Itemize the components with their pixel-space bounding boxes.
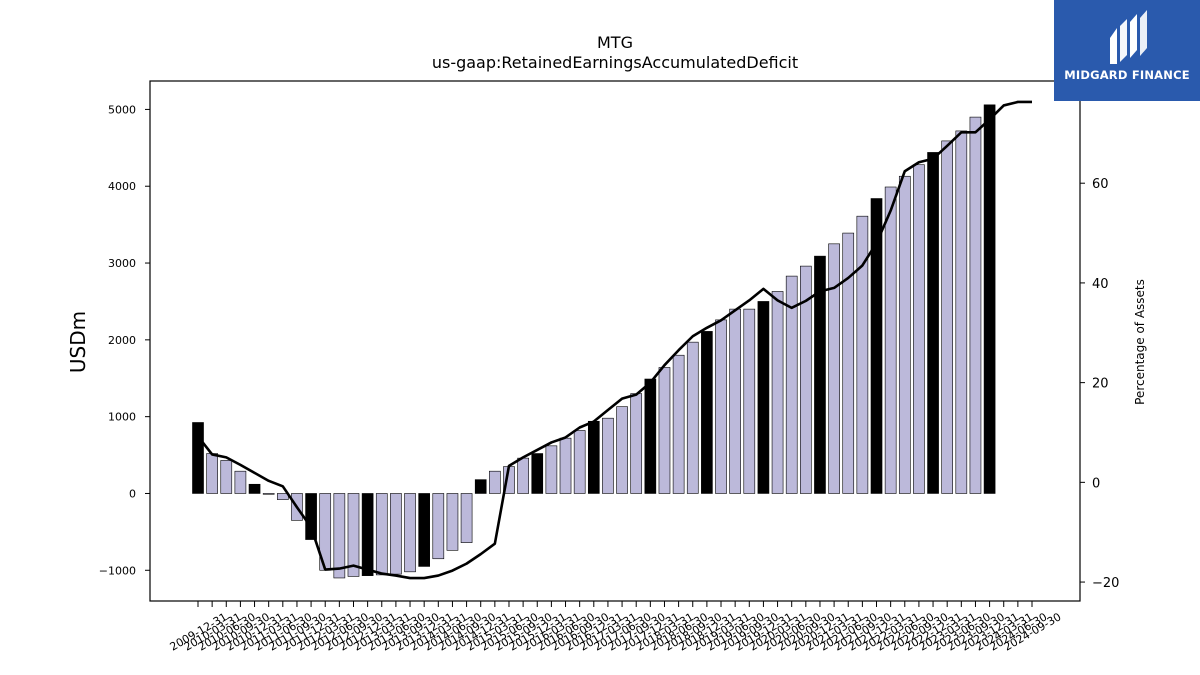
y2-tick-label: 0 — [1092, 476, 1100, 491]
bar — [884, 186, 897, 494]
bar — [955, 130, 968, 494]
bar — [559, 437, 572, 494]
bar — [531, 453, 544, 494]
bar — [842, 232, 855, 494]
bar — [814, 255, 826, 494]
bar — [517, 457, 529, 494]
bar — [276, 493, 289, 500]
y-tick-label: 1000 — [108, 411, 136, 424]
bar — [446, 493, 459, 551]
right-y-axis-label: Percentage of Assets — [1133, 279, 1147, 405]
bar — [644, 378, 657, 494]
y-tick-label: −1000 — [99, 564, 136, 577]
y-tick-label: 5000 — [108, 103, 136, 116]
bar — [361, 493, 374, 576]
y2-tick-label: 20 — [1092, 377, 1109, 392]
y-tick-label: 2000 — [108, 334, 136, 347]
right-axis-ticks: −20 0 20 40 60 — [1080, 177, 1119, 591]
brand-name: MIDGARD FINANCE — [1064, 68, 1190, 82]
bar — [771, 291, 784, 494]
bar — [927, 152, 939, 494]
bar — [785, 275, 798, 494]
bar — [418, 493, 430, 567]
bar — [856, 215, 869, 494]
bar — [545, 445, 558, 494]
bar — [404, 493, 416, 573]
bar — [432, 493, 445, 560]
chart-subtitle: us-gaap:RetainedEarningsAccumulatedDefic… — [432, 53, 798, 72]
chart-title: MTG — [597, 33, 633, 52]
y-tick-label: 4000 — [108, 180, 136, 193]
y-tick-label: 3000 — [108, 257, 136, 270]
bar — [672, 354, 685, 494]
bar — [828, 243, 840, 494]
bar — [460, 493, 473, 543]
y2-tick-label: 40 — [1092, 277, 1109, 292]
plot-area-frame — [149, 80, 1081, 602]
bar — [800, 265, 812, 494]
bar — [757, 301, 770, 494]
y2-tick-label: 60 — [1092, 177, 1109, 192]
bar — [192, 422, 204, 494]
brand-logo: MIDGARD FINANCE — [1054, 0, 1200, 101]
bar — [390, 493, 402, 575]
bar — [474, 479, 487, 494]
bar — [941, 140, 953, 494]
bar — [913, 164, 925, 494]
y-axis-label: USDm — [66, 311, 90, 373]
bar — [701, 331, 713, 494]
bar — [587, 420, 600, 494]
bar — [489, 470, 501, 494]
bar — [305, 493, 317, 540]
y2-tick-label: −20 — [1092, 576, 1119, 591]
bar — [898, 175, 911, 494]
bar — [262, 493, 275, 495]
bar — [573, 430, 586, 494]
line-series — [196, 100, 1032, 580]
bar — [686, 341, 699, 494]
midgard-finance-logo-icon — [1110, 10, 1147, 64]
bar — [715, 319, 727, 494]
left-axis-ticks: −1000 0 1000 2000 3000 4000 5000 — [99, 103, 150, 577]
bar — [234, 470, 247, 494]
percentage-of-assets-line — [196, 100, 1032, 580]
bar — [220, 460, 233, 494]
bar-series — [192, 104, 996, 579]
bar — [375, 493, 388, 576]
bar — [969, 116, 982, 494]
bar — [983, 104, 996, 494]
y-tick-label: 0 — [129, 487, 136, 500]
bar — [248, 483, 261, 494]
bar — [870, 198, 883, 494]
bar — [333, 493, 346, 579]
bar — [743, 308, 756, 494]
bar — [206, 453, 218, 494]
bar — [729, 308, 741, 494]
bar — [602, 417, 614, 494]
bar — [616, 406, 628, 494]
bar — [347, 493, 360, 577]
bar — [630, 393, 643, 494]
bar — [658, 367, 671, 494]
x-axis-ticks: 2009-12-312010-03-312010-06-302010-09-30… — [168, 601, 1064, 654]
